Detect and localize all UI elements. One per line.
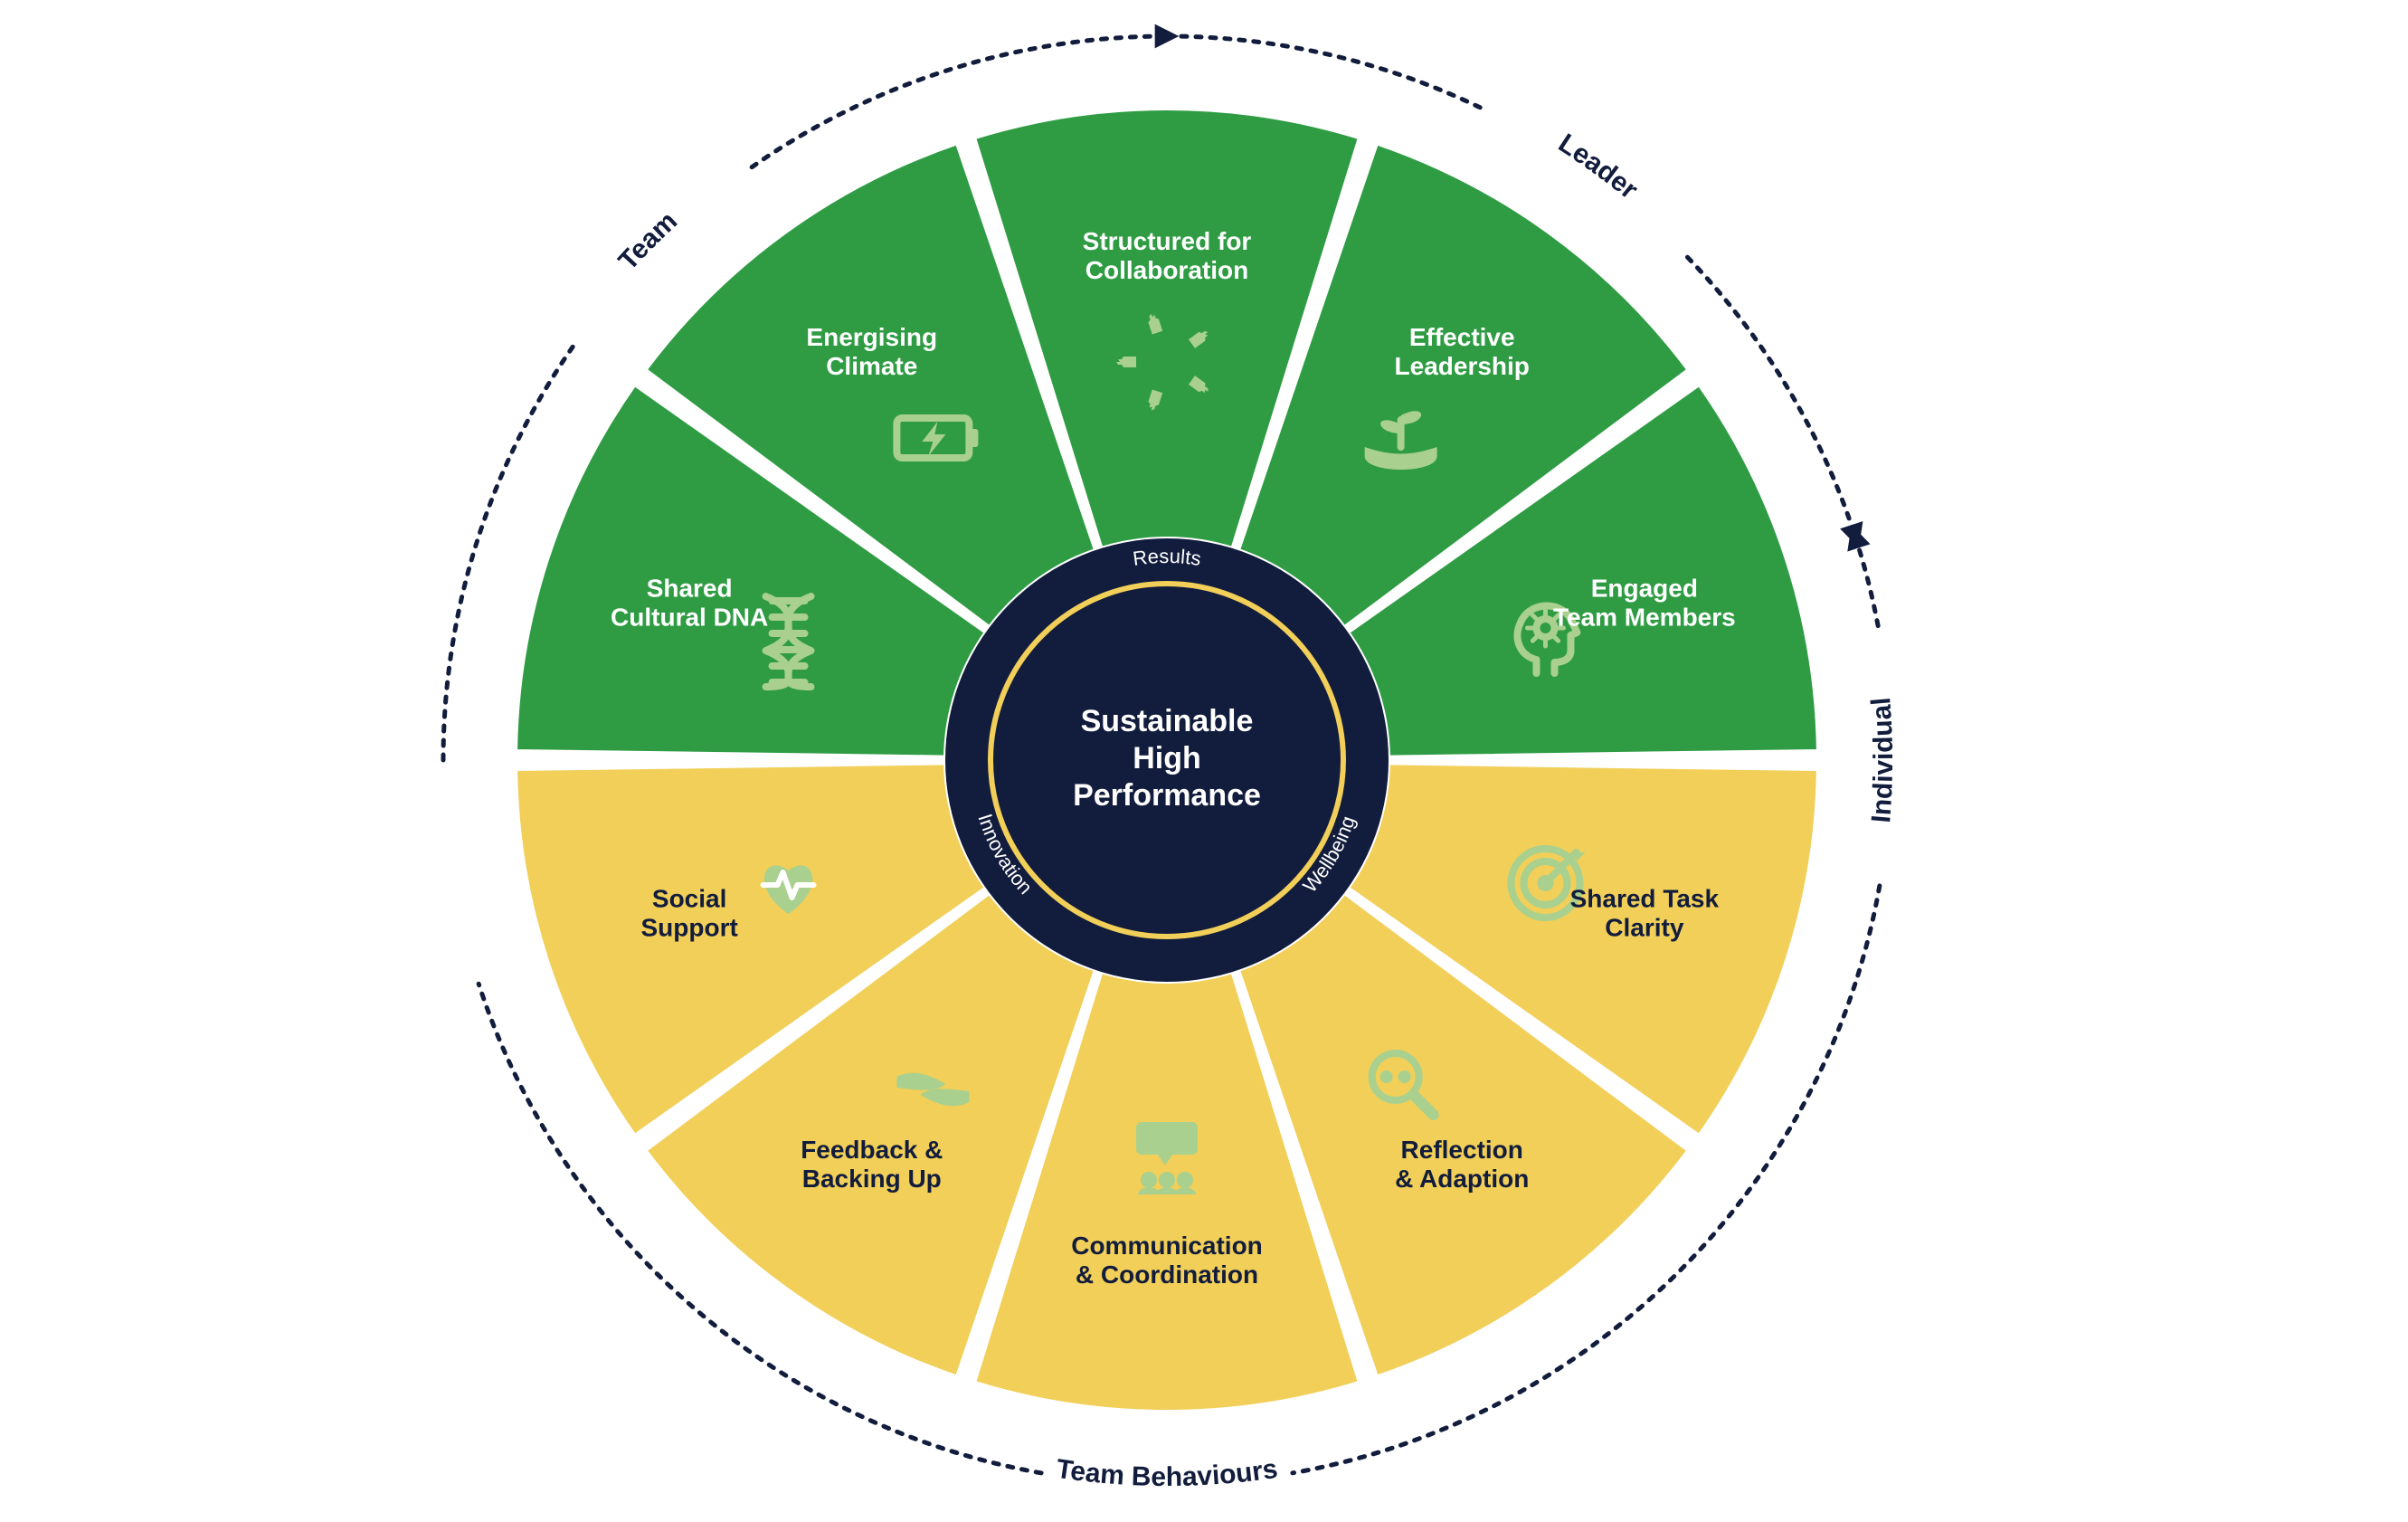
segment-label-line: Cultural DNA — [611, 604, 768, 632]
segment-label-line: Shared Task — [1570, 885, 1720, 913]
segment-label-line: Effective — [1409, 323, 1515, 351]
center-hub: SustainableHighPerformanceResultsWellbei… — [945, 538, 1389, 982]
leader-arc — [1167, 36, 1484, 109]
outer-arc-label: Leader — [1553, 128, 1644, 205]
segment-label-line: Reflection — [1401, 1136, 1523, 1164]
segment-label-line: Social — [652, 885, 726, 913]
diagram-stage: SharedCultural DNA EnergisingClimate Struc… — [0, 0, 2408, 1522]
segment-label-line: Shared — [647, 575, 733, 603]
segment-label: EffectiveLeadership — [1395, 323, 1530, 380]
segment-label-line: & Coordination — [1076, 1260, 1258, 1289]
segment-label-line: & Adaption — [1395, 1165, 1529, 1193]
individual-arc — [1855, 537, 1880, 634]
segment-label-line: Team Members — [1553, 604, 1736, 632]
segment-label-line: Collaboration — [1085, 256, 1248, 284]
individual-arc — [1855, 886, 1880, 984]
center-title-line: Sustainable — [1081, 704, 1254, 738]
segment-label-line: Climate — [826, 352, 917, 380]
segment-label: Structured forCollaboration — [1083, 227, 1252, 284]
segment-label-line: Structured for — [1083, 227, 1252, 255]
segment-label-line: Feedback & — [801, 1136, 943, 1164]
segment-label: SocialSupport — [641, 885, 738, 942]
outer-arc-label: Individual — [1866, 696, 1899, 823]
segment-label-line: Communication — [1071, 1232, 1263, 1260]
segment-label: Communication& Coordination — [1071, 1232, 1263, 1289]
segment-label: Feedback &Backing Up — [801, 1136, 943, 1193]
center-title-line: High — [1133, 741, 1201, 775]
segment-label-line: Clarity — [1605, 914, 1684, 942]
center-title-line: Performance — [1073, 778, 1261, 813]
wheel-diagram: SharedCultural DNA EnergisingClimate Struc… — [0, 0, 2408, 1522]
segment-label-line: Energising — [806, 323, 937, 351]
segment-label: Reflection& Adaption — [1395, 1136, 1529, 1193]
segment-label-line: Leadership — [1395, 352, 1530, 380]
outer-arc-label: Team Behaviours — [1054, 1454, 1279, 1492]
segment-label-line: Backing Up — [802, 1165, 942, 1193]
segment-label-line: Support — [641, 914, 738, 942]
outer-arc-label: Team — [613, 206, 684, 277]
segment-label-line: Engaged — [1591, 575, 1698, 603]
